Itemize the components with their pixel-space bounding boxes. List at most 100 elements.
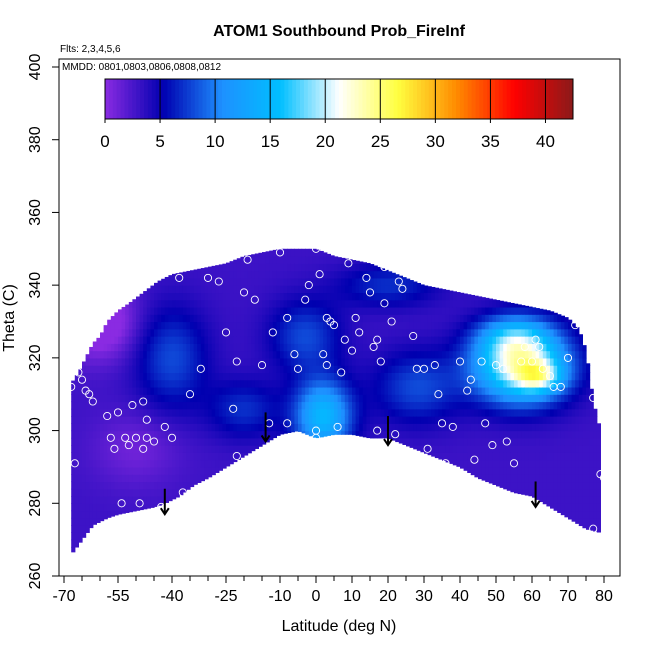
heatmap-cell <box>568 357 573 366</box>
observation-point <box>142 433 151 442</box>
heatmap-cell <box>499 306 504 315</box>
heatmap-cell <box>506 302 511 308</box>
heatmap-cell <box>355 350 360 359</box>
heatmap-cell <box>200 474 205 482</box>
observation-point <box>502 437 511 446</box>
heatmap-cell <box>175 430 180 439</box>
heatmap-cell <box>395 321 400 330</box>
heatmap-cell <box>215 336 220 344</box>
heatmap-cell <box>240 314 245 323</box>
heatmap-cell <box>496 416 501 424</box>
heatmap-cell <box>200 372 205 381</box>
heatmap-cell <box>125 423 130 432</box>
heatmap-cell <box>218 408 223 417</box>
heatmap-cell <box>575 357 580 366</box>
heatmap-cell <box>132 437 137 446</box>
heatmap-cell <box>341 292 346 301</box>
heatmap-cell <box>532 314 537 323</box>
heatmap-cell <box>254 430 259 439</box>
heatmap-cell <box>373 357 378 366</box>
heatmap-cell <box>168 365 173 373</box>
heatmap-cell <box>154 379 159 388</box>
heatmap-cell <box>445 350 450 359</box>
heatmap-cell <box>535 365 540 373</box>
heatmap-cell <box>366 401 371 410</box>
heatmap-cell <box>467 299 472 308</box>
heatmap-cell <box>161 350 166 359</box>
heatmap-cell <box>143 474 148 483</box>
heatmap-cell <box>550 416 555 424</box>
heatmap-cell <box>258 350 263 359</box>
heatmap-cell <box>380 372 385 381</box>
heatmap-cell <box>319 328 324 337</box>
heatmap-cell <box>370 379 375 388</box>
heatmap-cell <box>251 350 256 359</box>
heatmap-cell <box>146 379 151 388</box>
heatmap-cell <box>434 416 439 424</box>
heatmap-cell <box>546 430 551 439</box>
heatmap-cell <box>226 372 231 381</box>
heatmap-cell <box>244 357 249 366</box>
heatmap-cell <box>424 357 429 366</box>
heatmap-cell <box>251 416 256 424</box>
heatmap-cell <box>164 394 169 403</box>
heatmap-cell <box>107 452 112 461</box>
heatmap-cell <box>100 416 105 424</box>
heatmap-cell <box>193 292 198 301</box>
heatmap-cell <box>492 336 497 344</box>
heatmap-cell <box>74 401 79 410</box>
heatmap-cell <box>168 459 173 468</box>
heatmap-cell <box>247 357 252 366</box>
heatmap-cell <box>503 445 508 453</box>
heatmap-cell <box>236 258 241 264</box>
heatmap-cell <box>136 401 141 410</box>
heatmap-cell <box>172 459 177 468</box>
heatmap-cell <box>251 365 256 373</box>
heatmap-cell <box>416 394 421 403</box>
heatmap-cell <box>298 306 303 315</box>
heatmap-cell <box>499 372 504 381</box>
heatmap-cell <box>524 350 529 359</box>
heatmap-cell <box>395 423 400 432</box>
heatmap-cell <box>402 277 407 286</box>
heatmap-cell <box>532 459 537 468</box>
heatmap-cell <box>467 452 472 461</box>
heatmap-cell <box>82 423 87 432</box>
heatmap-cell <box>251 263 256 272</box>
heatmap-cell <box>355 430 360 436</box>
heatmap-cell <box>118 474 123 483</box>
heatmap-cell <box>175 299 180 308</box>
heatmap-cell <box>514 481 519 490</box>
heatmap-cell <box>182 292 187 301</box>
heatmap-cell <box>388 372 393 381</box>
heatmap-cell <box>157 343 162 352</box>
heatmap-cell <box>355 394 360 403</box>
heatmap-cell <box>481 394 486 403</box>
heatmap-cell <box>215 452 220 461</box>
heatmap-cell <box>143 343 148 352</box>
heatmap-cell <box>150 321 155 330</box>
heatmap-cell <box>560 459 565 468</box>
heatmap-cell <box>420 408 425 417</box>
heatmap-cell <box>143 350 148 359</box>
heatmap-cell <box>211 328 216 337</box>
heatmap-cell <box>344 321 349 330</box>
heatmap-cell <box>406 292 411 301</box>
heatmap-cell <box>186 328 191 337</box>
colorbar-swatch <box>448 79 453 119</box>
heatmap-cell <box>179 445 184 453</box>
heatmap-cell <box>100 386 105 395</box>
heatmap-cell <box>452 350 457 359</box>
heatmap-cell <box>197 270 202 279</box>
heatmap-cell <box>391 336 396 344</box>
heatmap-cell <box>442 386 447 395</box>
heatmap-cell <box>200 408 205 417</box>
heatmap-cell <box>103 503 108 512</box>
heatmap-cell <box>521 445 526 453</box>
heatmap-cell <box>186 350 191 359</box>
heatmap-cell <box>193 299 198 308</box>
heatmap-cell <box>406 343 411 352</box>
heatmap-cell <box>326 256 331 264</box>
heatmap-cell <box>586 379 591 388</box>
heatmap-cell <box>478 321 483 330</box>
